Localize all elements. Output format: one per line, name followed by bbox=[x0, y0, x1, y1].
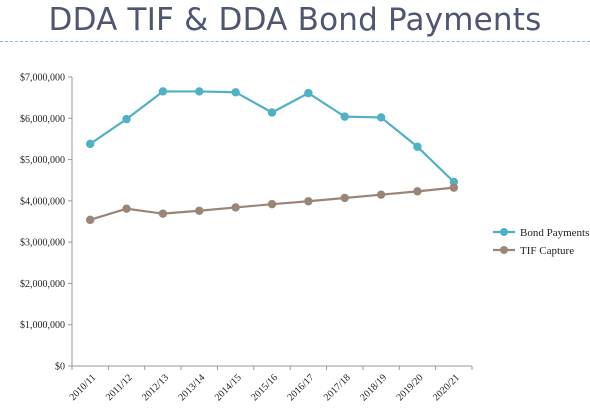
data-point-bond-payments bbox=[122, 114, 131, 124]
x-tick-label: 2012/13 bbox=[140, 372, 171, 403]
data-point-tif-capture bbox=[304, 197, 313, 206]
x-tick-label: 2020/21 bbox=[431, 372, 462, 403]
series-line-bond-payments bbox=[89, 90, 455, 183]
x-tick-label: 2017/18 bbox=[322, 372, 353, 403]
series-area bbox=[85, 87, 459, 225]
x-tick-label: 2011/12 bbox=[104, 372, 135, 403]
data-point-bond-payments bbox=[231, 88, 240, 97]
data-point-bond-payments bbox=[304, 88, 313, 98]
slide-title: DDA TIF & DDA Bond Payments bbox=[48, 2, 542, 38]
data-point-bond-payments bbox=[267, 108, 277, 117]
legend: Bond Payments TIF Capture bbox=[493, 227, 589, 257]
data-point-tif-capture bbox=[376, 190, 386, 199]
data-point-bond-payments bbox=[85, 139, 95, 149]
y-tick-label: $2,000,000 bbox=[20, 279, 65, 290]
data-point-bond-payments bbox=[195, 87, 204, 96]
data-point-tif-capture bbox=[122, 204, 131, 213]
data-point-bond-payments bbox=[413, 142, 422, 151]
x-tick-label: 2018/19 bbox=[358, 372, 389, 403]
x-tick-label: 2014/15 bbox=[213, 372, 244, 403]
data-point-tif-capture bbox=[449, 183, 459, 192]
x-axis: 2010/11 2011/12 2012/13 2013/14 2014/15 2015/… bbox=[68, 365, 473, 403]
data-point-tif-capture bbox=[231, 203, 240, 212]
data-point-tif-capture bbox=[267, 199, 277, 209]
legend-label: Bond Payments bbox=[520, 227, 589, 239]
data-point-bond-payments bbox=[449, 177, 459, 187]
x-tick-label: 2013/14 bbox=[176, 372, 207, 403]
x-tick-label: 2019/20 bbox=[395, 372, 426, 403]
data-point-tif-capture bbox=[85, 215, 95, 225]
y-tick-label: $1,000,000 bbox=[20, 320, 65, 331]
y-tick-label: $6,000,000 bbox=[20, 114, 65, 125]
data-point-bond-payments bbox=[340, 112, 349, 121]
title-divider bbox=[0, 41, 590, 42]
legend-swatch-marker bbox=[500, 246, 508, 254]
y-tick-label: $4,000,000 bbox=[20, 196, 65, 207]
legend-label: TIF Capture bbox=[520, 245, 574, 257]
y-tick-label: $5,000,000 bbox=[20, 155, 65, 166]
y-axis: $0 $1,000,000 $2,000,000 $3,000,000 $4,000,0… bbox=[20, 73, 73, 373]
legend-item-bond-payments: Bond Payments bbox=[493, 227, 589, 239]
x-tick-label: 2016/17 bbox=[286, 372, 317, 403]
data-point-tif-capture bbox=[195, 206, 204, 215]
y-tick-label: $7,000,000 bbox=[20, 73, 65, 84]
data-point-bond-payments bbox=[376, 113, 386, 122]
y-tick-label: $0 bbox=[55, 362, 65, 373]
x-tick-label: 2015/16 bbox=[249, 372, 280, 403]
legend-swatch-marker bbox=[500, 228, 508, 236]
y-tick-label: $3,000,000 bbox=[20, 238, 65, 249]
data-point-bond-payments bbox=[158, 87, 168, 96]
legend-item-tif-capture: TIF Capture bbox=[493, 245, 574, 257]
x-tick-label: 2010/11 bbox=[68, 372, 99, 403]
data-point-tif-capture bbox=[340, 193, 349, 203]
data-point-tif-capture bbox=[413, 187, 422, 196]
data-point-tif-capture bbox=[158, 209, 168, 218]
